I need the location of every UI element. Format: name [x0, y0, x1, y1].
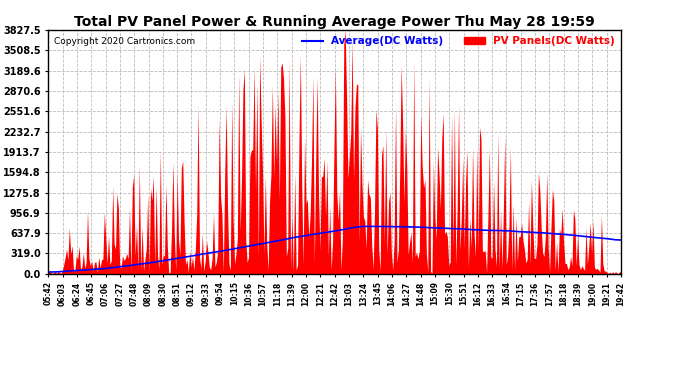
- Text: Copyright 2020 Cartronics.com: Copyright 2020 Cartronics.com: [54, 38, 195, 46]
- Title: Total PV Panel Power & Running Average Power Thu May 28 19:59: Total PV Panel Power & Running Average P…: [75, 15, 595, 29]
- Legend: Average(DC Watts), PV Panels(DC Watts): Average(DC Watts), PV Panels(DC Watts): [297, 32, 619, 50]
